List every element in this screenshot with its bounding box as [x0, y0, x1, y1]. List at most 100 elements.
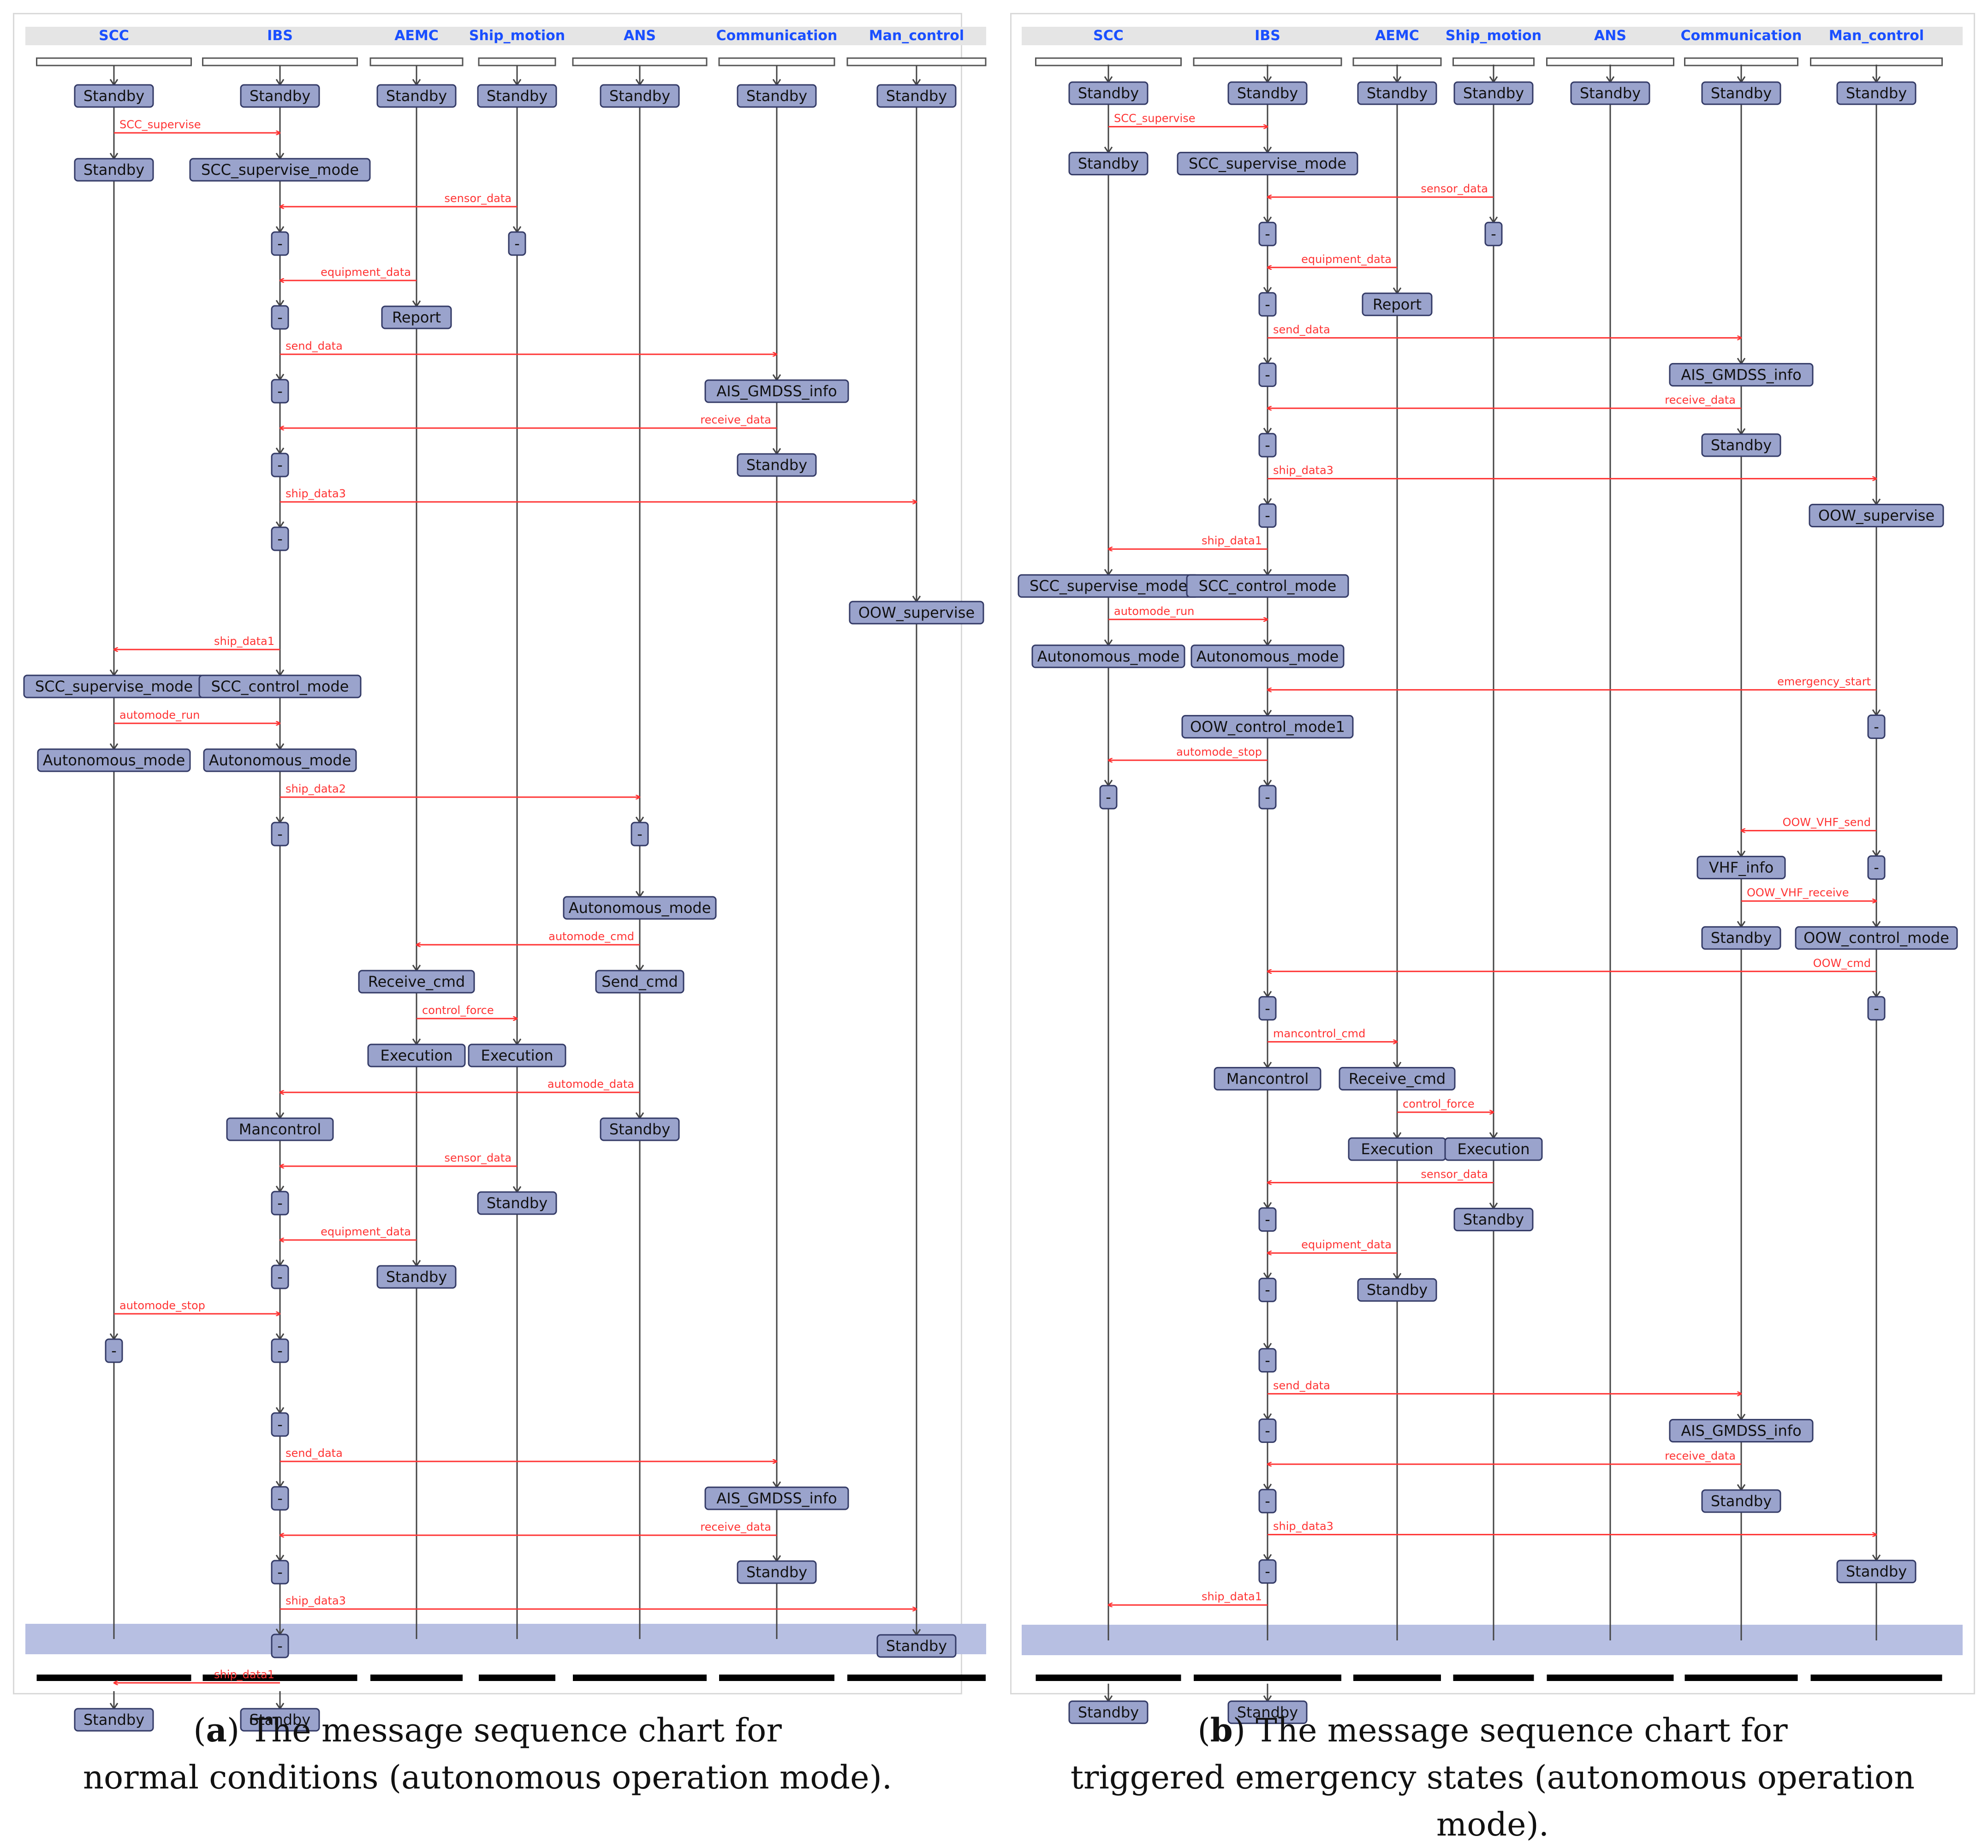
- message-label: automode_run: [1114, 605, 1194, 618]
- state-dash-box: -: [1099, 785, 1118, 810]
- state-label: SCC_supervise_mode: [1030, 577, 1187, 595]
- message-send-data: send_data: [1268, 323, 1741, 338]
- state-label: Mancontrol: [1226, 1070, 1309, 1087]
- lifeline-ibs: IBS Standby SCC_supervise_mode - - - - - SCC_con…: [189, 28, 371, 1732]
- state-box: Standby: [1068, 81, 1149, 105]
- message-scc-supervise: SCC_supervise: [114, 118, 280, 133]
- lifeline-ship_motion: Ship_motion Standby - Execution Standby: [468, 28, 566, 1681]
- caption-b-line2: triggered emergency states (autonomous o…: [1070, 1759, 1915, 1843]
- state-label: Standby: [1463, 84, 1524, 102]
- message-label: OOW_cmd: [1813, 957, 1871, 970]
- state-label: Standby: [487, 1194, 548, 1212]
- state-label: -: [1265, 1352, 1270, 1369]
- state-box: Receive_cmd: [1339, 1067, 1456, 1091]
- state-label: Autonomous_mode: [209, 751, 351, 769]
- state-box: Standby: [1570, 81, 1650, 105]
- actor-label: AEMC: [1375, 28, 1419, 44]
- message-label: mancontrol_cmd: [1273, 1027, 1365, 1040]
- message-automode-run: automode_run: [114, 709, 280, 723]
- state-box: Execution: [1348, 1137, 1446, 1161]
- state-label: -: [1874, 1000, 1879, 1017]
- state-box: SCC_supervise_mode: [1177, 152, 1358, 176]
- state-box: Standby: [1068, 152, 1149, 176]
- lifeline-man_control: Man_control Standby OOW_supervise - - OOW_con…: [1795, 28, 1958, 1681]
- state-label: -: [1265, 788, 1270, 806]
- state-label: -: [1265, 296, 1270, 313]
- actor-head-bar: [1810, 57, 1943, 66]
- actor-label: Man_control: [869, 28, 964, 44]
- actor-head-bar: [36, 57, 192, 66]
- state-box: AIS_GMDSS_info: [704, 1486, 849, 1510]
- message-equipment-data: equipment_data: [1268, 253, 1397, 268]
- state-box: Standby: [240, 1708, 320, 1732]
- actor-foot-bar: [202, 1675, 357, 1681]
- actor-foot-bar: [847, 1675, 986, 1681]
- message-label: OOW_VHF_send: [1783, 816, 1871, 829]
- message-label: sensor_data: [444, 192, 512, 205]
- state-dash-box: -: [271, 526, 289, 551]
- actor-label: SCC: [1093, 28, 1124, 44]
- message-ship-data1: ship_data1: [114, 1668, 280, 1683]
- lifeline-scc: SCC Standby Standby SCC_supervise_mode Auton…: [23, 28, 205, 1732]
- state-dash-box: -: [508, 231, 526, 256]
- state-label: Execution: [380, 1047, 452, 1064]
- panel-a-frame: [13, 13, 962, 1694]
- state-label: -: [1265, 366, 1270, 383]
- end-band: [25, 1624, 986, 1654]
- message-label: SCC_supervise: [119, 118, 201, 131]
- state-label: -: [277, 1268, 283, 1286]
- state-label: Standby: [1078, 155, 1139, 173]
- actor-label: ANS: [1594, 28, 1626, 44]
- message-scc-supervise: SCC_supervise: [1108, 112, 1268, 127]
- state-dash-box: -: [271, 1633, 289, 1658]
- actor-foot-bar: [719, 1675, 834, 1681]
- header-strip: [1022, 27, 1963, 45]
- state-box: AIS_GMDSS_info: [1669, 1419, 1814, 1443]
- state-dash-box: -: [271, 231, 289, 256]
- state-dash-box: -: [271, 453, 289, 477]
- state-box: Autonomous_mode: [37, 748, 191, 772]
- state-label: Execution: [1457, 1140, 1530, 1158]
- state-label: Standby: [1580, 84, 1641, 102]
- state-box: Standby: [600, 84, 680, 108]
- state-box: Standby: [74, 158, 154, 182]
- state-dash-box: -: [1867, 714, 1886, 739]
- state-box: Mancontrol: [1214, 1067, 1321, 1091]
- state-box: Standby: [1836, 1560, 1917, 1584]
- state-label: Standby: [1711, 436, 1772, 454]
- caption-b-letter: b: [1210, 1711, 1233, 1749]
- message-label: ship_data2: [286, 782, 346, 795]
- state-box: Standby: [477, 1191, 557, 1215]
- state-label: Standby: [886, 87, 947, 105]
- actor-head-bar: [1035, 57, 1182, 66]
- message-oow-cmd: OOW_cmd: [1268, 957, 1876, 972]
- actor-label: SCC: [99, 28, 129, 44]
- state-box: Standby: [737, 84, 817, 108]
- state-box: Standby: [1453, 81, 1534, 105]
- state-box: AIS_GMDSS_info: [704, 379, 849, 403]
- lifeline-ship_motion: Ship_motion Standby - Execution Standby: [1444, 28, 1543, 1681]
- state-label: AIS_GMDSS_info: [716, 1490, 837, 1507]
- actor-label: AEMC: [394, 28, 439, 44]
- state-label: -: [1265, 1000, 1270, 1017]
- lifeline-ans: ANS Standby - Autonomous_mode Send_cmd Standb…: [563, 28, 717, 1681]
- header-strip: [25, 27, 986, 45]
- state-label: Standby: [487, 87, 548, 105]
- message-receive-data: receive_data: [1268, 1449, 1741, 1464]
- message-ship-data3: ship_data3: [280, 1594, 917, 1609]
- state-box: OOW_supervise: [849, 601, 984, 625]
- state-label: -: [514, 235, 520, 252]
- message-label: send_data: [1273, 323, 1330, 336]
- state-label: Standby: [1711, 1492, 1772, 1510]
- state-label: Standby: [1463, 1211, 1524, 1228]
- lifeline-ans: ANS Standby: [1546, 28, 1674, 1681]
- state-dash-box: -: [1258, 1489, 1277, 1514]
- state-box: SCC_supervise_mode: [1018, 574, 1199, 598]
- actor-head-bar: [1193, 57, 1342, 66]
- state-label: -: [1874, 859, 1879, 876]
- state-label: OOW_supervise: [1818, 507, 1934, 525]
- actor-head-bar: [202, 57, 358, 66]
- actor-foot-bar: [1453, 1675, 1534, 1681]
- message-label: ship_data1: [1202, 1590, 1262, 1603]
- state-box: Autonomous_mode: [563, 896, 717, 920]
